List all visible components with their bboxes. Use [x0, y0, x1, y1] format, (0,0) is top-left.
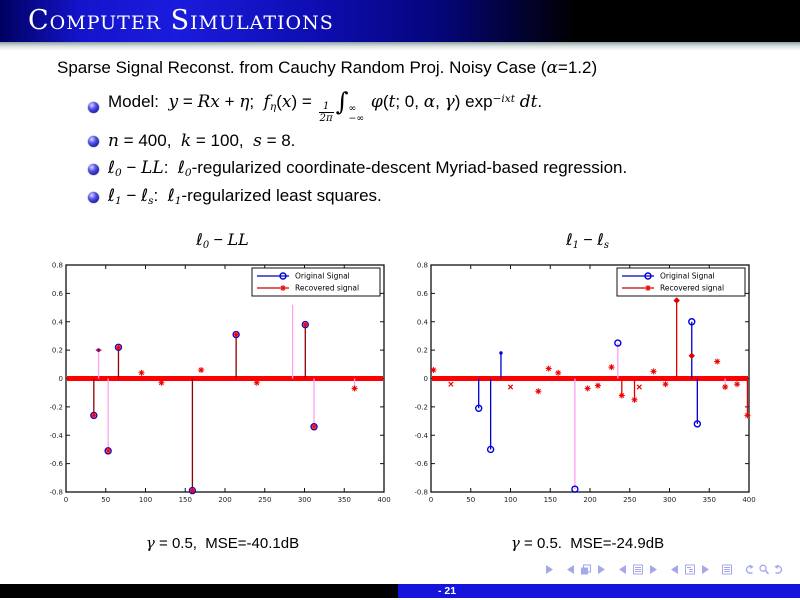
svg-text:0.4: 0.4: [417, 318, 429, 326]
svg-text:0.4: 0.4: [52, 318, 64, 326]
svg-text:150: 150: [544, 496, 557, 503]
svg-text:-0.8: -0.8: [50, 489, 63, 497]
slide-title: Computer Simulations: [28, 5, 334, 36]
navigation-symbols: [543, 562, 788, 575]
svg-text:0: 0: [429, 496, 433, 503]
bullet-ball-icon: [88, 101, 99, 113]
plot-caption-l0: γ = 0.5, MSE=-40.1dB: [145, 534, 300, 552]
frame-next-icon[interactable]: [595, 562, 607, 574]
svg-text:250: 250: [258, 496, 271, 503]
svg-text:400: 400: [742, 496, 755, 503]
footer-right-bar: - 21: [398, 584, 800, 598]
svg-text:50: 50: [101, 496, 110, 503]
svg-text:-0.2: -0.2: [415, 403, 428, 411]
subsection-prev-icon[interactable]: [669, 562, 681, 574]
svg-text:Recovered signal: Recovered signal: [295, 284, 359, 293]
section-icon[interactable]: [632, 562, 644, 575]
svg-text:100: 100: [504, 496, 517, 503]
footer-left-bar: [0, 584, 398, 598]
svg-text:Original Signal: Original Signal: [295, 272, 350, 281]
appendix-icon[interactable]: [721, 562, 733, 575]
svg-text:0.6: 0.6: [52, 290, 64, 298]
svg-text:0: 0: [424, 375, 428, 383]
slide-subtitle: Sparse Signal Reconst. from Cauchy Rando…: [57, 58, 598, 78]
svg-text:-0.2: -0.2: [50, 403, 63, 411]
bullet-text: ℓ1 − ℓs: ℓ1-regularized least squares.: [108, 186, 382, 208]
bullet-list: Model: y = Rx + η; fη(x) = 1 2π ∫ ∞ −∞ φ(t; …: [88, 87, 768, 214]
svg-text:250: 250: [623, 496, 636, 503]
stem-plot-l0: 0 50 100 150 200 250 300 350 4000.80.60.40.20-0.…: [50, 262, 391, 504]
footer-page-label: - 21: [438, 585, 457, 597]
bullet-item-l0-method: ℓ0 − LL: ℓ0-regularized coordinate-desce…: [88, 158, 768, 180]
bullet-item-dimensions: n = 400, k = 100, s = 8.: [88, 130, 768, 152]
section-prev-icon[interactable]: [617, 562, 629, 574]
search-icon[interactable]: [758, 562, 770, 575]
svg-text:300: 300: [298, 496, 311, 503]
svg-text:0.8: 0.8: [52, 262, 63, 270]
svg-text:400: 400: [377, 496, 390, 503]
svg-text:350: 350: [703, 496, 716, 503]
plot-caption-l1: γ = 0.5. MSE=-24.9dB: [510, 534, 665, 552]
svg-text:-0.4: -0.4: [50, 432, 64, 440]
svg-text:0.2: 0.2: [417, 347, 428, 355]
history-forward-icon[interactable]: [773, 562, 785, 574]
subsection-icon[interactable]: [684, 562, 696, 575]
stem-plot-l1: 0 50 100 150 200 250 300 350 4000.80.60.40.20-0.…: [415, 262, 756, 504]
svg-text:-0.6: -0.6: [50, 460, 64, 468]
bullet-item-model: Model: y = Rx + η; fη(x) = 1 2π ∫ ∞ −∞ φ(t; …: [88, 87, 768, 125]
svg-text:300: 300: [663, 496, 676, 503]
history-back-icon[interactable]: [743, 562, 755, 574]
section-next-icon[interactable]: [647, 562, 659, 574]
bullet-ball-icon: [88, 135, 99, 147]
frame-prev-icon[interactable]: [565, 562, 577, 574]
svg-text:150: 150: [179, 496, 192, 503]
svg-text:-0.8: -0.8: [415, 489, 428, 497]
svg-text:0: 0: [59, 375, 63, 383]
svg-text:-0.6: -0.6: [415, 460, 429, 468]
svg-text:200: 200: [218, 496, 231, 503]
bullet-ball-icon: [88, 191, 99, 203]
bullet-text: n = 400, k = 100, s = 8.: [108, 131, 296, 151]
plot-title-l1: ℓ1 − ℓs: [566, 230, 609, 251]
header-shadow: [0, 42, 800, 51]
header-bar: Computer Simulations: [0, 0, 800, 42]
slide-next-icon[interactable]: [543, 562, 555, 574]
svg-text:0.2: 0.2: [52, 347, 63, 355]
frame-icon[interactable]: [580, 562, 592, 575]
svg-text:0: 0: [64, 496, 68, 503]
bullet-text: Model: y = Rx + η; fη(x) = 1 2π ∫ ∞ −∞ φ(t; …: [108, 87, 543, 125]
bullet-ball-icon: [88, 163, 99, 175]
svg-text:Recovered signal: Recovered signal: [660, 284, 724, 293]
svg-text:Original Signal: Original Signal: [660, 272, 715, 281]
subsection-next-icon[interactable]: [699, 562, 711, 574]
svg-text:-0.4: -0.4: [415, 432, 429, 440]
bullet-item-l1-method: ℓ1 − ℓs: ℓ1-regularized least squares.: [88, 186, 768, 208]
svg-text:200: 200: [583, 496, 596, 503]
svg-text:0.6: 0.6: [417, 290, 429, 298]
svg-text:100: 100: [139, 496, 152, 503]
svg-text:0.8: 0.8: [417, 262, 428, 270]
plot-title-l0: ℓ0 − LL: [196, 230, 249, 251]
svg-text:350: 350: [338, 496, 351, 503]
svg-text:50: 50: [466, 496, 475, 503]
bullet-text: ℓ0 − LL: ℓ0-regularized coordinate-desce…: [108, 158, 628, 180]
